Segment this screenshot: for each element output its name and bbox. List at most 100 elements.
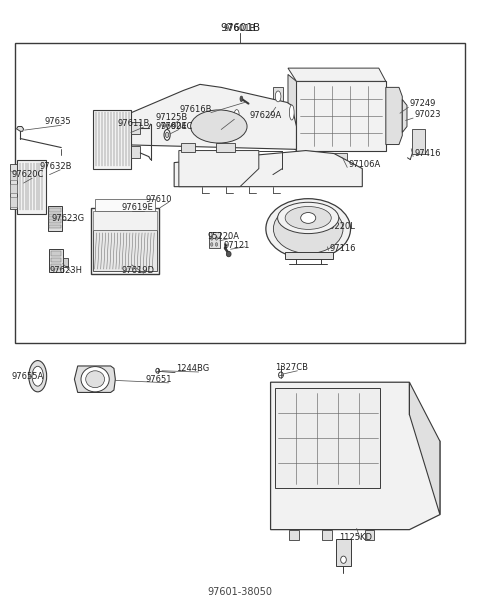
Text: 97116: 97116 (329, 244, 356, 253)
Ellipse shape (216, 243, 217, 246)
Bar (297, 81, 386, 150)
Ellipse shape (320, 219, 324, 225)
Ellipse shape (289, 105, 294, 120)
Ellipse shape (285, 206, 331, 230)
Bar (131, 146, 140, 158)
Text: 97611B: 97611B (118, 119, 150, 128)
Text: 97610: 97610 (146, 195, 172, 203)
Bar (11, 184, 16, 193)
Text: 97619E: 97619E (121, 203, 153, 212)
Bar (91, 208, 159, 274)
Bar (289, 530, 299, 540)
Polygon shape (409, 382, 440, 515)
Ellipse shape (266, 199, 350, 259)
Ellipse shape (300, 212, 316, 223)
Bar (93, 211, 157, 230)
Ellipse shape (227, 251, 231, 257)
Bar (412, 130, 425, 154)
Polygon shape (271, 382, 440, 530)
Polygon shape (386, 87, 402, 144)
Text: 97623H: 97623H (49, 265, 83, 274)
Bar (49, 249, 63, 272)
Bar (51, 251, 61, 256)
Ellipse shape (32, 367, 43, 386)
Bar (63, 258, 68, 267)
Text: 97616B: 97616B (179, 106, 212, 114)
Bar (216, 142, 235, 152)
Text: 97620C: 97620C (12, 171, 44, 179)
Bar (49, 219, 61, 223)
Text: 97619D: 97619D (121, 265, 155, 274)
Bar (11, 171, 16, 180)
Ellipse shape (278, 372, 283, 378)
Ellipse shape (156, 368, 159, 373)
Polygon shape (273, 87, 283, 106)
Bar (322, 530, 332, 540)
Ellipse shape (166, 132, 169, 138)
Text: 97601B: 97601B (224, 23, 256, 33)
Ellipse shape (277, 202, 339, 233)
Bar (336, 538, 350, 565)
Text: 95220A: 95220A (207, 232, 239, 241)
Bar (93, 230, 157, 271)
Text: 97416: 97416 (414, 149, 441, 158)
Ellipse shape (164, 130, 170, 141)
Ellipse shape (191, 110, 247, 143)
Ellipse shape (274, 204, 343, 254)
Text: 1244BG: 1244BG (177, 364, 210, 373)
Bar (51, 264, 61, 269)
Ellipse shape (216, 236, 217, 240)
Bar (95, 199, 156, 211)
Ellipse shape (211, 236, 213, 240)
Text: 97624C: 97624C (161, 122, 193, 131)
Bar (48, 206, 62, 231)
Text: 97249: 97249 (409, 99, 436, 109)
Polygon shape (74, 366, 115, 392)
Text: 97623G: 97623G (52, 214, 85, 223)
Polygon shape (113, 84, 297, 149)
Bar (49, 214, 61, 217)
Bar (11, 198, 16, 206)
Ellipse shape (211, 243, 213, 246)
Text: 97601B: 97601B (220, 23, 260, 33)
Text: 97655A: 97655A (12, 372, 44, 381)
Bar (318, 216, 327, 229)
Bar (209, 232, 220, 248)
Bar (275, 388, 380, 488)
Bar (49, 208, 61, 212)
Bar (131, 122, 140, 134)
Ellipse shape (240, 96, 243, 101)
Bar (11, 165, 16, 209)
Polygon shape (232, 107, 241, 120)
Polygon shape (288, 68, 386, 81)
Text: 97690E: 97690E (156, 122, 187, 131)
Ellipse shape (29, 360, 47, 392)
Polygon shape (402, 99, 407, 133)
Polygon shape (288, 74, 297, 150)
Text: 97629A: 97629A (250, 112, 282, 120)
Polygon shape (285, 252, 333, 259)
Bar (365, 530, 374, 540)
Polygon shape (179, 150, 259, 187)
Text: 97601-38050: 97601-38050 (207, 587, 273, 597)
Text: 95220L: 95220L (324, 222, 356, 231)
Bar (51, 258, 61, 262)
Polygon shape (16, 126, 24, 131)
Polygon shape (174, 150, 362, 187)
Bar (15, 44, 465, 343)
Text: 97635: 97635 (45, 117, 72, 126)
Ellipse shape (341, 556, 346, 563)
Text: 97106A: 97106A (348, 160, 381, 169)
Text: 1125KD: 1125KD (339, 533, 372, 542)
Ellipse shape (234, 110, 239, 118)
Text: 97632B: 97632B (39, 162, 72, 171)
Bar (49, 225, 61, 228)
Bar (181, 142, 195, 152)
Text: 97651: 97651 (146, 375, 172, 384)
Ellipse shape (275, 91, 281, 102)
Bar (334, 153, 347, 161)
Text: 97125B: 97125B (156, 113, 188, 122)
Text: 97121: 97121 (224, 241, 250, 250)
Text: 97023: 97023 (414, 111, 441, 119)
Ellipse shape (81, 367, 109, 392)
